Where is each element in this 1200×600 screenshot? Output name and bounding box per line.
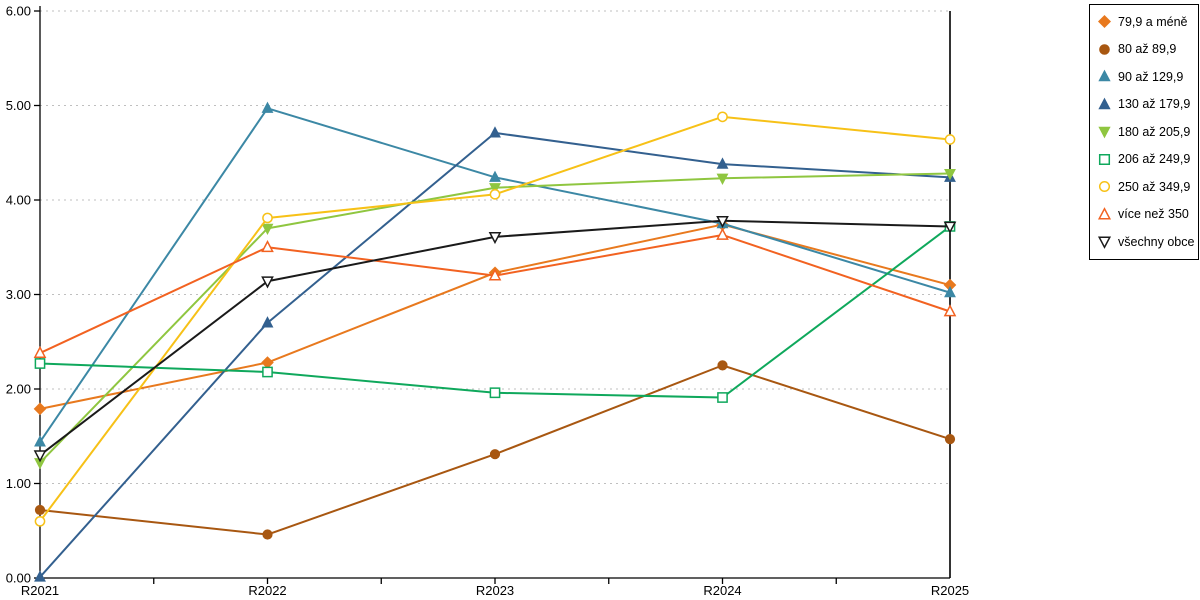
triangle-down-legend-icon <box>1097 236 1112 250</box>
y-tick-label: 4.00 <box>6 193 31 208</box>
legend-item: 130 až 179,9 <box>1097 91 1198 119</box>
series-line-7 <box>39 233 951 354</box>
circle-legend-icon <box>1098 181 1111 193</box>
legend-label: všechny obce <box>1118 234 1195 249</box>
data-point <box>34 358 46 369</box>
data-point <box>943 221 957 234</box>
data-point <box>489 126 501 138</box>
legend-label: 130 až 179,9 <box>1118 97 1191 112</box>
x-tick-label: R2022 <box>248 583 286 598</box>
data-point <box>262 212 273 224</box>
data-point <box>33 450 47 463</box>
data-point <box>261 316 274 328</box>
x-tick-label: R2024 <box>703 583 741 598</box>
y-tick-label: 2.00 <box>6 382 31 397</box>
data-point <box>261 356 274 369</box>
data-point <box>944 433 956 445</box>
legend-item: 80 až 89,9 <box>1097 36 1198 64</box>
square-legend-icon <box>1098 153 1111 165</box>
x-tick-label: R2025 <box>931 583 969 598</box>
data-point <box>261 240 274 253</box>
series-line-4 <box>39 172 951 464</box>
legend-item: 180 až 205,9 <box>1097 118 1198 146</box>
data-point <box>261 223 274 236</box>
data-point <box>489 387 501 399</box>
diamond-legend-icon <box>1097 15 1112 29</box>
data-point <box>34 504 46 516</box>
data-point <box>717 111 728 123</box>
y-tick-label: 1.00 <box>6 476 31 491</box>
legend-item: 250 až 349,9 <box>1097 173 1198 201</box>
legend-label: 79,9 a méně <box>1118 14 1188 29</box>
legend-item: všechny obce <box>1097 228 1198 256</box>
data-point <box>33 402 47 416</box>
data-point <box>944 168 956 181</box>
y-tick-label: 6.00 <box>6 4 31 19</box>
triangle-down-legend-icon <box>1098 126 1111 139</box>
data-point <box>34 435 46 447</box>
data-point <box>488 232 502 245</box>
data-point <box>261 101 274 113</box>
data-point <box>944 134 956 145</box>
data-point <box>489 188 501 200</box>
data-point <box>488 268 502 281</box>
data-point <box>716 157 729 169</box>
x-tick-label: R2021 <box>21 583 59 598</box>
legend-label: 80 až 89,9 <box>1118 42 1177 57</box>
legend-label: 90 až 129,9 <box>1118 69 1184 84</box>
data-point <box>34 570 46 582</box>
legend-label: 206 až 249,9 <box>1118 152 1191 167</box>
data-point <box>943 304 957 317</box>
data-point <box>262 529 273 540</box>
triangle-up-legend-icon <box>1098 69 1111 82</box>
data-point <box>716 215 729 229</box>
y-tick-label: 5.00 <box>6 98 31 113</box>
circle-legend-icon <box>1099 43 1110 55</box>
legend-label: 250 až 349,9 <box>1118 179 1191 194</box>
x-tick-label: R2023 <box>476 583 514 598</box>
legend-box: 79,9 a méně 80 až 89,9 90 až 129,9 130 až 1… <box>1089 4 1199 260</box>
y-tick-label: 3.00 <box>6 287 31 302</box>
y-tick-label: 0.00 <box>6 571 31 586</box>
legend-item: více než 350 <box>1097 201 1198 229</box>
legend-item: 90 až 129,9 <box>1097 63 1198 91</box>
data-point <box>716 227 729 240</box>
data-point <box>262 366 273 378</box>
legend-item: 79,9 a méně <box>1097 8 1198 36</box>
data-point <box>34 515 46 527</box>
data-point <box>489 170 501 182</box>
data-point <box>717 360 728 371</box>
data-point <box>717 392 728 403</box>
data-point <box>716 173 729 185</box>
data-point <box>33 345 47 358</box>
triangle-up-legend-icon <box>1098 97 1111 110</box>
data-point <box>261 276 274 289</box>
data-point <box>489 183 501 195</box>
data-point <box>944 285 956 298</box>
legend-item: 206 až 249,9 <box>1097 146 1198 174</box>
legend-label: 180 až 205,9 <box>1118 124 1191 139</box>
legend-label: více než 350 <box>1118 207 1189 222</box>
data-point <box>489 449 501 460</box>
triangle-up-legend-icon <box>1097 206 1112 220</box>
